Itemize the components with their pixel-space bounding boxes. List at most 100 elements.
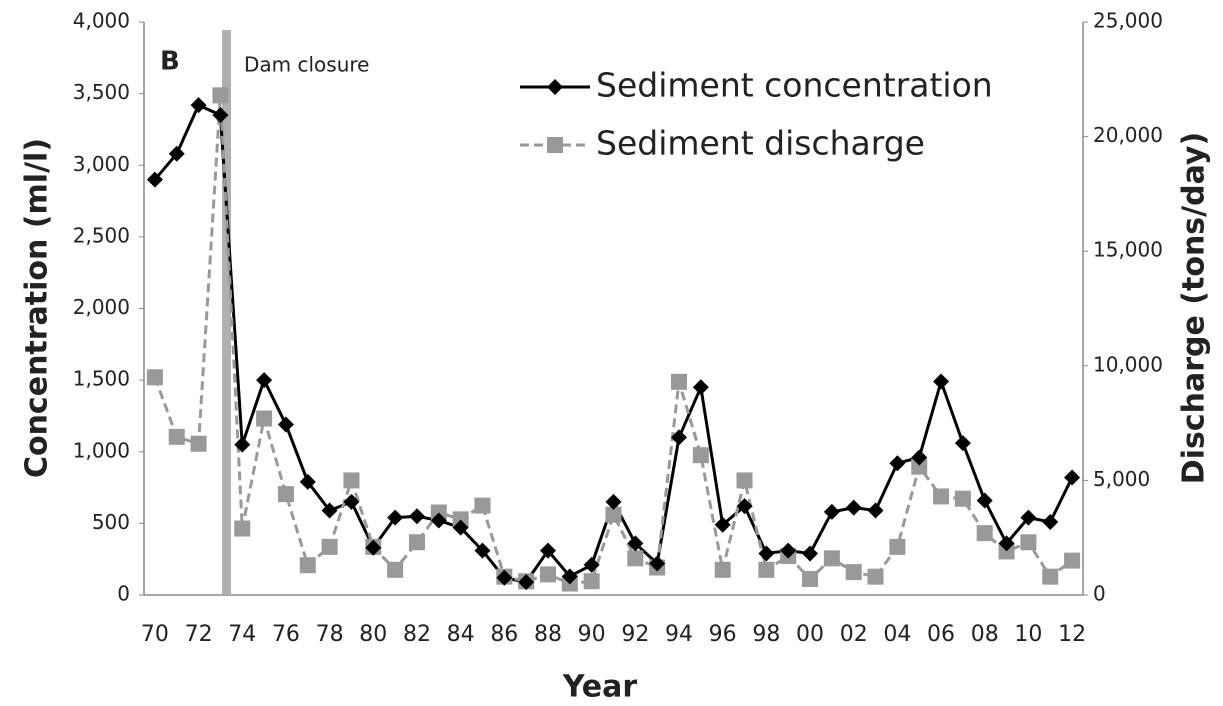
data-point — [583, 573, 600, 590]
data-point — [627, 535, 644, 552]
data-point — [190, 435, 207, 452]
data-point — [758, 561, 775, 578]
data-point — [256, 372, 273, 389]
data-point — [299, 557, 316, 574]
data-point — [780, 542, 797, 559]
y-axis-title: Concentration (ml/l) — [20, 138, 55, 478]
data-point — [430, 512, 447, 529]
y2-tick-label: 10,000 — [1093, 352, 1163, 376]
data-point — [452, 519, 469, 536]
data-point — [343, 493, 360, 510]
x-tick-label: 08 — [971, 622, 999, 647]
data-point — [168, 145, 185, 162]
data-point — [649, 555, 666, 572]
data-point — [692, 447, 709, 464]
data-point — [343, 472, 360, 489]
x-tick-label: 82 — [403, 622, 431, 647]
data-point — [802, 545, 819, 562]
data-point — [234, 436, 251, 453]
data-point — [321, 538, 338, 555]
y-tick-label: 1,500 — [73, 367, 130, 391]
x-tick-label: 94 — [665, 622, 693, 647]
data-point — [758, 545, 775, 562]
data-point — [408, 534, 425, 551]
data-point — [234, 520, 251, 537]
x-tick-label: 04 — [883, 622, 911, 647]
data-point — [823, 503, 840, 520]
data-point — [911, 449, 928, 466]
data-point — [365, 539, 382, 556]
data-point — [583, 556, 600, 573]
y2-tick-label: 20,000 — [1093, 123, 1163, 147]
data-point — [1020, 534, 1037, 551]
data-point — [845, 499, 862, 516]
data-point — [976, 492, 993, 509]
legend-marker — [547, 79, 563, 95]
y-tick-label: 0 — [117, 582, 130, 606]
data-point — [736, 498, 753, 515]
dam-closure-bar — [222, 30, 231, 595]
data-point — [1042, 568, 1059, 585]
x-tick-label: 74 — [228, 622, 256, 647]
data-point — [518, 574, 535, 591]
annotation: Dam closure — [244, 53, 369, 77]
data-point — [627, 550, 644, 567]
data-point — [911, 458, 928, 475]
x-tick-label: 76 — [272, 622, 300, 647]
data-point — [561, 568, 578, 585]
y-tick-label: 500 — [92, 510, 130, 534]
data-point — [605, 506, 622, 523]
x-tick-label: 98 — [752, 622, 780, 647]
data-point — [954, 490, 971, 507]
y2-tick-label: 15,000 — [1093, 238, 1163, 262]
x-tick-label: 90 — [578, 622, 606, 647]
data-point — [212, 107, 229, 124]
x-tick-label: 02 — [840, 622, 868, 647]
y-tick-label: 3,000 — [73, 152, 130, 176]
data-point — [1020, 509, 1037, 526]
data-point — [474, 542, 491, 559]
data-point — [430, 504, 447, 521]
x-tick-label: 00 — [796, 622, 824, 647]
data-point — [146, 171, 163, 188]
data-point — [671, 429, 688, 446]
data-point — [168, 428, 185, 445]
data-point — [387, 509, 404, 526]
data-point — [714, 561, 731, 578]
data-point — [823, 550, 840, 567]
data-point — [714, 516, 731, 533]
data-point — [387, 561, 404, 578]
x-tick-label: 10 — [1014, 622, 1042, 647]
y2-tick-label: 5,000 — [1093, 467, 1150, 491]
data-point — [889, 455, 906, 472]
data-point — [867, 568, 884, 585]
data-point — [605, 493, 622, 510]
data-point — [1064, 469, 1081, 486]
data-point — [845, 564, 862, 581]
data-point — [1064, 552, 1081, 569]
data-point — [802, 570, 819, 587]
x-tick-label: 84 — [447, 622, 475, 647]
data-point — [1042, 513, 1059, 530]
data-point — [889, 538, 906, 555]
legend-label: Sediment concentration — [596, 66, 993, 105]
data-point — [998, 535, 1015, 552]
x-tick-label: 86 — [490, 622, 518, 647]
y-tick-label: 4,000 — [73, 9, 130, 33]
data-point — [277, 416, 294, 433]
data-point — [954, 435, 971, 452]
y-tick-label: 3,500 — [73, 80, 130, 104]
data-point — [256, 410, 273, 427]
data-point — [976, 525, 993, 542]
data-point — [933, 373, 950, 390]
panel-label: B — [160, 47, 180, 77]
data-point — [496, 569, 513, 586]
y2-axis-title: Discharge (tons/day) — [1177, 132, 1212, 484]
data-point — [212, 87, 229, 104]
y-tick-label: 2,500 — [73, 223, 130, 247]
x-tick-label: 78 — [316, 622, 344, 647]
data-point — [408, 508, 425, 525]
x-tick-label: 88 — [534, 622, 562, 647]
y-tick-label: 1,000 — [73, 438, 130, 462]
